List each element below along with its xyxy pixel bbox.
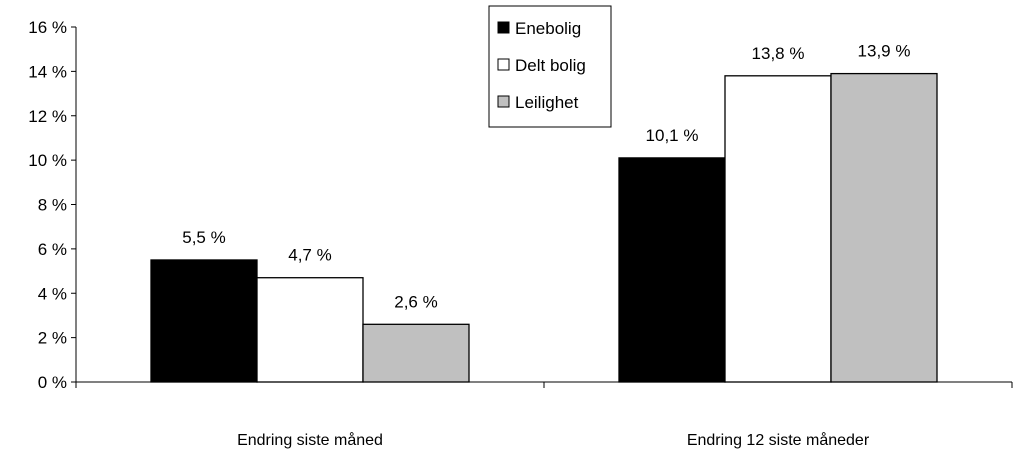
data-label: 2,6 % [394,292,437,311]
legend-swatch [497,58,510,71]
y-tick-label: 8 % [38,196,67,215]
labels-layer: 5,5 % 10,1 % 4,7 % 13,8 % 2,6 % 13,9 % [182,42,910,312]
legend-swatch [497,95,510,108]
x-category-label: Endring 12 siste måneder [687,431,870,449]
y-tick-label: 10 % [28,151,67,170]
bar [830,72,938,383]
y-tick-label: 12 % [28,107,67,126]
y-tick-label: 16 % [28,18,67,37]
y-tick-label: 4 % [38,284,67,303]
data-label: 13,8 % [752,44,805,63]
y-tick-label: 6 % [38,240,67,259]
data-label: 5,5 % [182,228,225,247]
data-label: 10,1 % [646,126,699,145]
bar [362,323,470,383]
y-tick-label: 0 % [38,373,67,392]
y-tick-label: 2 % [38,329,67,348]
legend-swatch [497,21,510,34]
legend-label: Enebolig [515,19,581,38]
legend: Enebolig Delt bolig Leilighet [488,5,612,128]
bar [618,157,726,383]
data-label: 13,9 % [858,42,911,61]
bar [256,277,364,383]
bar [150,259,258,383]
legend-label: Leilighet [515,93,579,112]
bars-layer [150,72,938,383]
legend-label: Delt bolig [515,56,586,75]
bar [724,75,832,383]
data-label: 4,7 % [288,246,331,265]
y-tick-label: 14 % [28,62,67,81]
axes-layer: 0 % 2 % 4 % 6 % 8 % 10 % 12 % 14 % 16 % Endring s… [28,18,1013,449]
x-category-label: Endring siste måned [237,431,383,449]
